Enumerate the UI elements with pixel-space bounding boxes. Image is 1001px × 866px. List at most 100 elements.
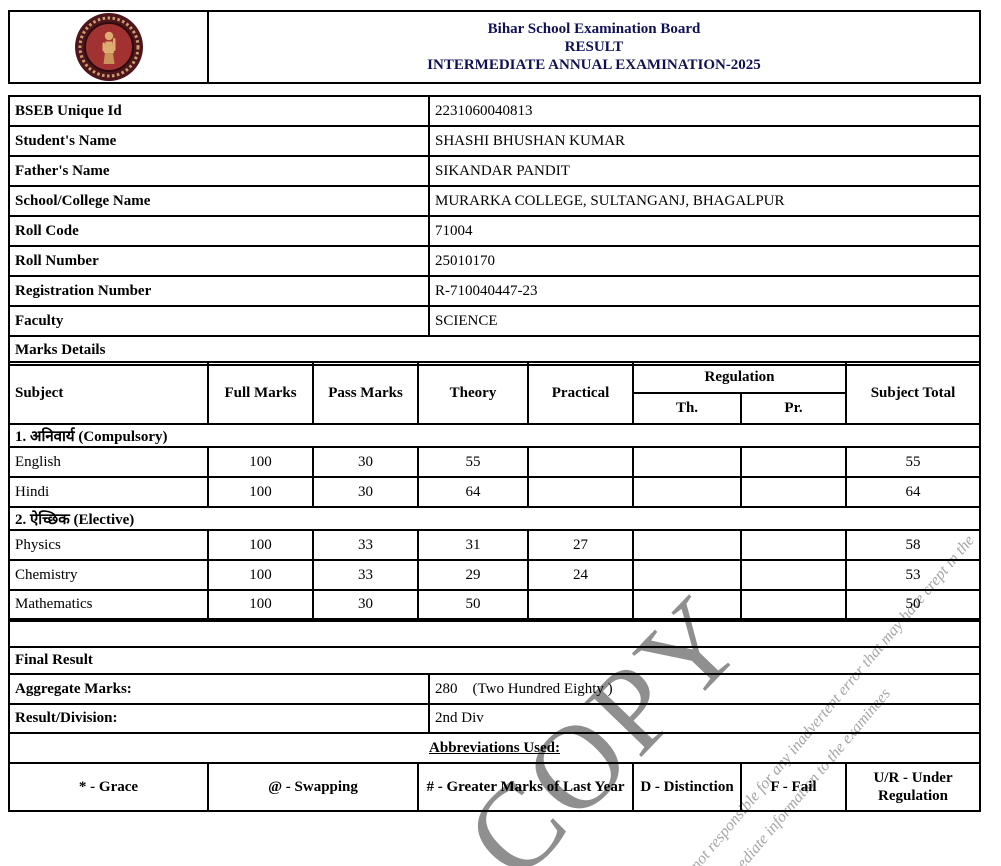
bseb-logo-icon <box>15 13 202 81</box>
detail-label: Father's Name <box>8 155 430 187</box>
subject-name: Chemistry <box>8 559 209 591</box>
col-header-regulation-pr: Pr. <box>739 392 848 425</box>
exam-name: INTERMEDIATE ANNUAL EXAMINATION-2025 <box>427 57 761 73</box>
marks-details-heading-row: Marks Details <box>8 335 981 366</box>
theory-marks: 31 <box>417 529 529 561</box>
abbreviations-title-row: Abbreviations Used: <box>7 732 982 764</box>
pass-marks: 33 <box>312 559 419 591</box>
practical-marks: 24 <box>527 559 634 591</box>
pass-marks: 33 <box>312 529 419 561</box>
summary-table: Final Result Aggregate Marks: 280 (Two H… <box>7 620 982 812</box>
result-division-label: Result/Division: <box>8 703 430 734</box>
detail-label: School/College Name <box>8 185 430 217</box>
abbreviations-row: * - Grace @ - Swapping # - Greater Marks… <box>8 762 982 812</box>
regulation-th <box>632 529 742 561</box>
col-header-subject-total: Subject Total <box>845 361 982 425</box>
col-header-full-marks: Full Marks <box>207 361 314 425</box>
subject-name: Mathematics <box>8 589 209 620</box>
regulation-pr <box>739 446 848 478</box>
spacer-row <box>7 620 982 648</box>
subject-name: English <box>8 446 209 478</box>
subject-total: 50 <box>845 589 982 620</box>
table-row: BSEB Unique Id 2231060040813 <box>8 95 981 127</box>
detail-label: Faculty <box>8 305 430 337</box>
theory-marks: 50 <box>417 589 529 620</box>
subject-name: Hindi <box>8 476 209 508</box>
table-row: Roll Number 25010170 <box>8 245 981 277</box>
abbr-distinction: D - Distinction <box>632 762 742 812</box>
marks-table: Subject Full Marks Pass Marks Theory Pra… <box>7 361 982 620</box>
practical-marks <box>527 446 634 478</box>
regulation-pr <box>739 559 848 591</box>
subject-total: 55 <box>845 446 982 478</box>
header-table: Bihar School Examination Board RESULT IN… <box>8 10 981 84</box>
practical-marks <box>527 476 634 508</box>
pass-marks: 30 <box>312 476 419 508</box>
final-result-row: Final Result <box>7 646 982 675</box>
subject-total: 64 <box>845 476 982 508</box>
abbr-swapping: @ - Swapping <box>207 762 419 812</box>
table-row: Roll Code 71004 <box>8 215 981 247</box>
table-row: Student's Name SHASHI BHUSHAN KUMAR <box>8 125 981 157</box>
detail-label: Roll Code <box>8 215 430 247</box>
regulation-th <box>632 446 742 478</box>
col-header-regulation-th: Th. <box>632 392 742 425</box>
regulation-pr <box>739 476 848 508</box>
detail-label: Student's Name <box>8 125 430 157</box>
aggregate-marks-value: 280 (Two Hundred Eighty ) <box>427 673 982 705</box>
subject-name: Physics <box>8 529 209 561</box>
table-row: Registration Number R-710040447-23 <box>8 275 981 307</box>
practical-marks: 27 <box>527 529 634 561</box>
regulation-pr <box>739 529 848 561</box>
table-row: Father's Name SIKANDAR PANDIT <box>8 155 981 187</box>
candidate-details-table: BSEB Unique Id 2231060040813 Student's N… <box>8 95 981 366</box>
section-label: 1. अनिवार्य (Compulsory) <box>7 423 982 448</box>
subject-total: 53 <box>845 559 982 591</box>
detail-label: Registration Number <box>8 275 430 307</box>
theory-marks: 29 <box>417 559 529 591</box>
abbreviations-title: Abbreviations Used: <box>7 732 982 764</box>
full-marks: 100 <box>207 529 314 561</box>
full-marks: 100 <box>207 559 314 591</box>
abbr-greater-marks: # - Greater Marks of Last Year <box>417 762 634 812</box>
table-row: Faculty SCIENCE <box>8 305 981 337</box>
result-division-value: 2nd Div <box>427 703 982 734</box>
regulation-th <box>632 559 742 591</box>
detail-value: SIKANDAR PANDIT <box>428 155 981 187</box>
detail-label: Roll Number <box>8 245 430 277</box>
full-marks: 100 <box>207 589 314 620</box>
detail-value: 25010170 <box>428 245 981 277</box>
practical-marks <box>527 589 634 620</box>
marks-header-row: Subject Full Marks Pass Marks Theory Pra… <box>8 361 982 425</box>
section-label: 2. ऐच्छिक (Elective) <box>7 506 982 531</box>
board-name: Bihar School Examination Board <box>487 21 701 37</box>
logo-cell <box>8 10 209 84</box>
header-title-cell: Bihar School Examination Board RESULT IN… <box>207 10 981 84</box>
regulation-th <box>632 476 742 508</box>
pass-marks: 30 <box>312 589 419 620</box>
subject-row: English 100 30 55 55 <box>8 446 982 478</box>
emblem-figure-icon <box>102 31 115 64</box>
abbr-under-regulation: U/R - Under Regulation <box>844 762 982 812</box>
subject-row: Chemistry 100 33 29 24 53 <box>8 559 982 591</box>
detail-value: 2231060040813 <box>428 95 981 127</box>
detail-value: SHASHI BHUSHAN KUMAR <box>428 125 981 157</box>
aggregate-marks-label: Aggregate Marks: <box>8 673 430 705</box>
full-marks: 100 <box>207 476 314 508</box>
col-header-practical: Practical <box>527 361 634 425</box>
col-header-subject: Subject <box>8 361 209 425</box>
theory-marks: 55 <box>417 446 529 478</box>
col-header-pass-marks: Pass Marks <box>312 361 419 425</box>
subject-row: Hindi 100 30 64 64 <box>8 476 982 508</box>
detail-value: R-710040447-23 <box>428 275 981 307</box>
pass-marks: 30 <box>312 446 419 478</box>
detail-value: SCIENCE <box>428 305 981 337</box>
subject-total: 58 <box>845 529 982 561</box>
abbr-grace: * - Grace <box>8 762 209 812</box>
empty-cell <box>7 620 982 648</box>
marks-details-heading: Marks Details <box>8 335 981 366</box>
regulation-th <box>632 589 742 620</box>
detail-value: 71004 <box>428 215 981 247</box>
regulation-pr <box>739 589 848 620</box>
